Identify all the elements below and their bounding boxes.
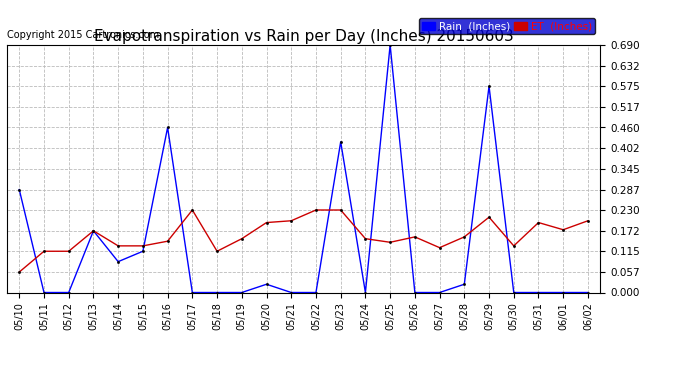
Title: Evapotranspiration vs Rain per Day (Inches) 20150603: Evapotranspiration vs Rain per Day (Inch… <box>94 29 513 44</box>
Legend: Rain  (Inches), ET  (Inches): Rain (Inches), ET (Inches) <box>419 18 595 34</box>
Text: Copyright 2015 Cartronics.com: Copyright 2015 Cartronics.com <box>7 30 159 40</box>
